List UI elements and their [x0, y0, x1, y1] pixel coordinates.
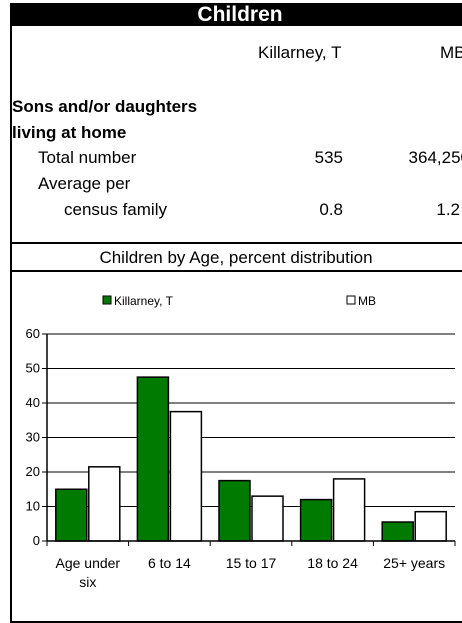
- y-tick-label: 0: [33, 533, 40, 548]
- y-tick-label: 40: [26, 395, 40, 410]
- page-title: Children: [10, 3, 462, 26]
- column-header-mb: MB: [440, 43, 462, 62]
- cell-average-killarney: 0.8: [319, 200, 343, 219]
- bar-mb-3: [332, 478, 366, 542]
- cell-total-mb: 364,250: [408, 148, 462, 167]
- x-tick-label: Age under: [55, 555, 120, 571]
- legend-swatch-killarney: [102, 295, 112, 305]
- cell-average-mb: 1.2: [436, 200, 460, 219]
- bar-mb-2: [251, 495, 284, 542]
- x-tick-label: 15 to 17: [226, 555, 277, 571]
- legend-label-killarney: Killarney, T: [114, 294, 174, 308]
- y-axis-ticks: 0 10 20 30 40 50 60: [26, 326, 47, 548]
- row-label-total-number: Total number: [38, 148, 137, 167]
- bar-mb-1: [169, 410, 203, 542]
- bar-killarney-2: [218, 479, 251, 542]
- x-tick-label: 6 to 14: [148, 555, 191, 571]
- chart-title: Children by Age, percent distribution: [99, 248, 373, 267]
- section-label-line2: living at home: [12, 123, 127, 142]
- bar-killarney-4: [381, 521, 414, 542]
- x-tick-label: 18 to 24: [307, 555, 358, 571]
- chart-legend: Killarney, T MB: [102, 294, 376, 308]
- column-header-killarney: Killarney, T: [258, 43, 342, 62]
- legend-label-mb: MB: [358, 294, 376, 308]
- row-label-average-line1: Average per: [38, 174, 131, 193]
- bar-mb-0: [88, 466, 121, 542]
- y-tick-label: 30: [26, 430, 40, 445]
- bar-killarney-3: [299, 498, 333, 542]
- bar-killarney-1: [136, 376, 170, 542]
- chart-axes: [46, 334, 456, 546]
- x-tick-label: six: [79, 574, 96, 590]
- y-tick-label: 50: [26, 361, 40, 376]
- row-label-average-line2: census family: [64, 200, 167, 219]
- section-label-line1: Sons and/or daughters: [12, 97, 198, 116]
- x-axis-labels: Age under six 6 to 14 15 to 17 18 to 24 25+ y…: [55, 555, 445, 590]
- y-tick-label: 10: [26, 499, 40, 514]
- legend-swatch-mb: [346, 295, 356, 305]
- bar-killarney-0: [55, 488, 88, 542]
- chart-gridlines: [47, 333, 455, 507]
- x-tick-label: 25+ years: [383, 555, 445, 571]
- bar-mb-4: [414, 510, 447, 542]
- divider-chart: [10, 270, 462, 272]
- chart-bars: [55, 376, 447, 542]
- divider-top: [10, 242, 462, 244]
- y-tick-label: 20: [26, 464, 40, 479]
- y-tick-label: 60: [26, 326, 40, 341]
- cell-total-killarney: 535: [314, 148, 343, 167]
